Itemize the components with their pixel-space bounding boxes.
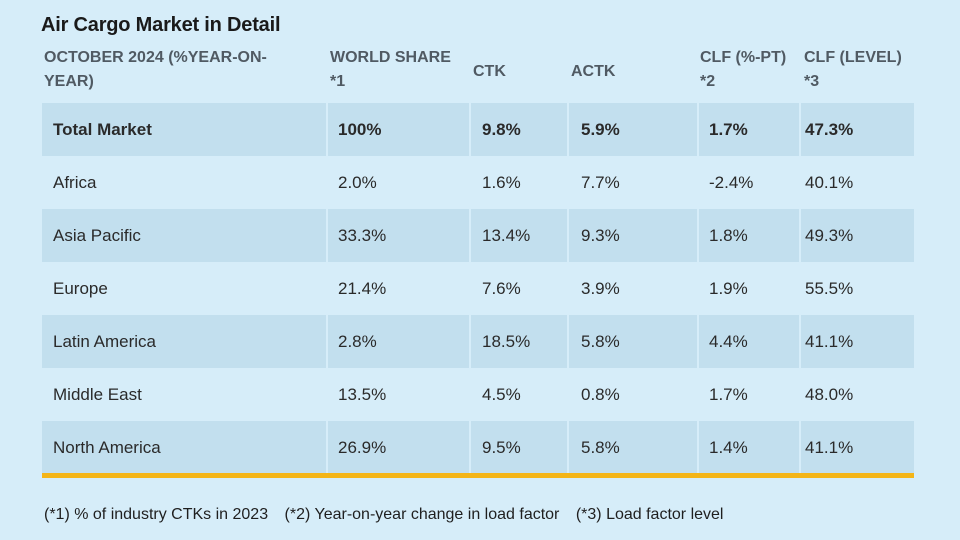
table-row: Europe 21.4% 7.6% 3.9% 1.9% 55.5%: [42, 262, 914, 315]
clf-level-cell: 47.3%: [801, 103, 914, 156]
header-world-share: WORLD SHARE *1: [330, 46, 451, 94]
share-cell: 13.5%: [338, 385, 387, 404]
actk-cell: 9.3%: [569, 209, 697, 262]
header-ctk: CTK: [473, 63, 506, 80]
clf-pt-cell: 1.7%: [709, 385, 748, 404]
header-clf-pt-line1: CLF (%-PT): [700, 49, 787, 66]
page-title: Air Cargo Market in Detail: [41, 14, 281, 36]
accent-rule: [42, 473, 914, 478]
region-cell: Total Market: [42, 103, 326, 156]
actk-cell: 5.8%: [569, 421, 697, 474]
clf-level-cell: 40.1%: [805, 173, 854, 192]
header-clf-pt-line2: *2: [700, 73, 716, 90]
ctk-cell: 7.6%: [482, 279, 521, 298]
actk-cell: 5.8%: [569, 315, 697, 368]
header-region: OCTOBER 2024 (%YEAR-ON- YEAR): [44, 46, 267, 94]
header-clf-pt: CLF (%-PT) *2: [700, 46, 786, 94]
actk-cell: 0.8%: [581, 385, 620, 404]
actk-cell: 3.9%: [581, 279, 620, 298]
table-row: Africa 2.0% 1.6% 7.7% -2.4% 40.1%: [42, 156, 914, 209]
share-cell: 26.9%: [328, 421, 469, 474]
header-clf-level: CLF (LEVEL) *3: [804, 46, 902, 94]
region-cell: Asia Pacific: [42, 209, 326, 262]
clf-level-cell: 41.1%: [801, 421, 914, 474]
region-cell: North America: [42, 421, 326, 474]
table-row: North America 26.9% 9.5% 5.8% 1.4% 41.1%: [42, 421, 914, 474]
header-clf-level-line1: CLF (LEVEL): [804, 49, 902, 66]
footnote-2: (*2) Year-on-year change in load factor: [284, 506, 560, 523]
ctk-cell: 13.4%: [471, 209, 567, 262]
footnotes: (*1) % of industry CTKs in 2023 (*2) Yea…: [44, 506, 735, 524]
footnote-1: (*1) % of industry CTKs in 2023: [44, 506, 269, 523]
region-cell: Europe: [53, 279, 108, 298]
ctk-cell: 1.6%: [482, 173, 521, 192]
clf-level-cell: 41.1%: [801, 315, 914, 368]
region-cell: Middle East: [53, 385, 142, 404]
clf-level-cell: 49.3%: [801, 209, 914, 262]
clf-pt-cell: -2.4%: [709, 173, 754, 192]
ctk-cell: 9.8%: [471, 103, 567, 156]
header-clf-level-line2: *3: [804, 73, 820, 90]
actk-cell: 7.7%: [581, 173, 620, 192]
header-actk: ACTK: [571, 63, 616, 80]
clf-pt-cell: 1.9%: [709, 279, 748, 298]
share-cell: 2.8%: [328, 315, 469, 368]
table-row: Total Market 100% 9.8% 5.9% 1.7% 47.3%: [42, 103, 914, 156]
table-row: Middle East 13.5% 4.5% 0.8% 1.7% 48.0%: [42, 368, 914, 421]
clf-pt-cell: 4.4%: [699, 315, 799, 368]
share-cell: 100%: [328, 103, 469, 156]
header-region-line2: YEAR): [44, 73, 94, 90]
ctk-cell: 18.5%: [471, 315, 567, 368]
ctk-cell: 4.5%: [482, 385, 521, 404]
share-cell: 2.0%: [338, 173, 377, 192]
share-cell: 33.3%: [328, 209, 469, 262]
clf-level-cell: 48.0%: [805, 385, 854, 404]
header-region-line1: OCTOBER 2024 (%YEAR-ON-: [44, 49, 267, 66]
share-cell: 21.4%: [338, 279, 387, 298]
ctk-cell: 9.5%: [471, 421, 567, 474]
footnote-3: (*3) Load factor level: [575, 506, 724, 523]
clf-pt-cell: 1.7%: [699, 103, 799, 156]
table-row: Latin America 2.8% 18.5% 5.8% 4.4% 41.1%: [42, 315, 914, 368]
header-world-share-line1: WORLD SHARE: [330, 49, 451, 66]
actk-cell: 5.9%: [569, 103, 697, 156]
clf-level-cell: 55.5%: [805, 279, 854, 298]
market-table: Total Market 100% 9.8% 5.9% 1.7% 47.3% A…: [42, 103, 914, 474]
table-row: Asia Pacific 33.3% 13.4% 9.3% 1.8% 49.3%: [42, 209, 914, 262]
clf-pt-cell: 1.8%: [699, 209, 799, 262]
header-world-share-line2: *1: [330, 73, 346, 90]
region-cell: Africa: [53, 173, 97, 192]
clf-pt-cell: 1.4%: [699, 421, 799, 474]
region-cell: Latin America: [42, 315, 326, 368]
